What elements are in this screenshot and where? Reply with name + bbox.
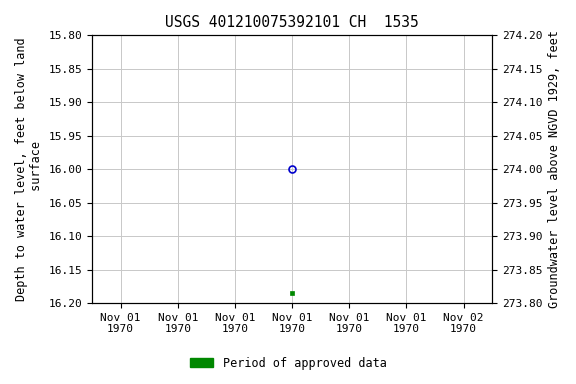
Y-axis label: Groundwater level above NGVD 1929, feet: Groundwater level above NGVD 1929, feet xyxy=(548,30,561,308)
Legend: Period of approved data: Period of approved data xyxy=(185,352,391,374)
Y-axis label: Depth to water level, feet below land
 surface: Depth to water level, feet below land su… xyxy=(15,37,43,301)
Title: USGS 401210075392101 CH  1535: USGS 401210075392101 CH 1535 xyxy=(165,15,419,30)
